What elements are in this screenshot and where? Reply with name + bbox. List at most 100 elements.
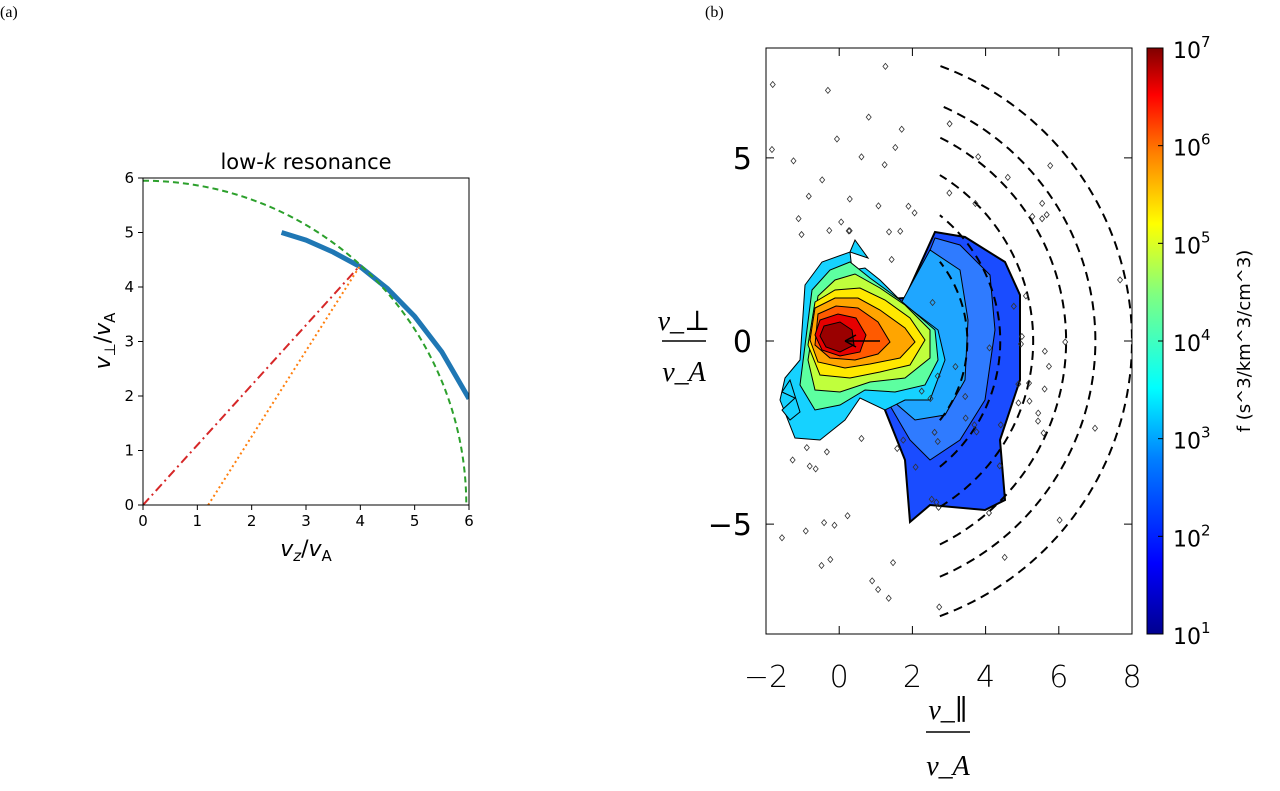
sample-marker xyxy=(812,465,819,473)
svg-text:f (s^3/km^3/cm^3): f (s^3/km^3/cm^3) xyxy=(1234,250,1255,433)
sample-marker xyxy=(931,428,938,436)
dashed-arc xyxy=(939,136,1068,546)
y-tick-label: 2 xyxy=(124,387,134,405)
sample-marker xyxy=(1018,332,1025,341)
colorbar-tick-label: 104 xyxy=(1173,326,1211,357)
sample-marker xyxy=(824,86,831,94)
sample-marker xyxy=(805,192,812,200)
sample-marker xyxy=(1026,397,1033,405)
sample-marker xyxy=(1045,362,1052,371)
sample-marker xyxy=(858,153,865,161)
sample-marker xyxy=(831,521,838,529)
sample-marker xyxy=(1040,429,1047,437)
contour-level-7 xyxy=(819,321,855,353)
sample-marker xyxy=(911,209,918,217)
sample-marker xyxy=(934,372,941,380)
y-tick-label: 5 xyxy=(733,142,752,177)
sample-marker xyxy=(823,448,830,456)
x-tick-label: 4 xyxy=(976,660,995,695)
sample-marker xyxy=(789,456,796,464)
sample-marker xyxy=(973,428,980,436)
sample-marker xyxy=(1062,338,1069,346)
sample-marker xyxy=(778,534,786,542)
sample-marker xyxy=(818,561,825,570)
x-tick-label: 4 xyxy=(356,512,366,530)
sample-marker xyxy=(946,120,953,128)
sample-marker xyxy=(1039,199,1046,208)
sample-marker xyxy=(971,421,978,429)
sample-marker xyxy=(798,230,805,239)
sample-marker xyxy=(962,414,969,422)
x-tick-label: 5 xyxy=(410,512,420,530)
drift-arrow xyxy=(844,334,880,348)
resonance-arcs xyxy=(939,64,1132,618)
x-tick-label: 1 xyxy=(193,512,203,530)
x-tick-label: 6 xyxy=(464,512,474,530)
sample-marker xyxy=(986,344,993,352)
sample-marker xyxy=(1034,417,1042,425)
chart-b-ylabel: v_⊥ v_A xyxy=(658,306,711,388)
colorbar-tick-label: 101 xyxy=(1173,619,1211,650)
sample-marker xyxy=(1022,292,1029,300)
y-tick-label: 0 xyxy=(124,496,134,514)
sample-marker xyxy=(1029,212,1036,221)
sample-marker xyxy=(962,392,969,401)
sample-marker xyxy=(996,462,1003,470)
sample-marker xyxy=(882,62,889,70)
sample-marker xyxy=(875,202,882,210)
svg-text:v_A: v_A xyxy=(662,357,706,388)
sample-marker xyxy=(1004,173,1011,181)
x-tick-label: 8 xyxy=(1122,660,1141,695)
x-tick-label: 2 xyxy=(247,512,257,530)
sample-marker xyxy=(952,363,959,371)
red-dashdot-line xyxy=(143,264,362,505)
contour-fringe xyxy=(849,238,870,259)
sample-marker xyxy=(846,195,853,203)
chart-a-xlabel: vz/vA xyxy=(280,537,332,565)
sample-marker xyxy=(803,443,810,452)
sample-marker xyxy=(827,555,834,564)
sample-marker xyxy=(1017,340,1024,348)
sample-marker xyxy=(875,585,882,594)
x-tick-label: 0 xyxy=(138,512,148,530)
sample-marker xyxy=(821,519,828,527)
panel-b-label: (b) xyxy=(705,4,724,21)
sample-marker xyxy=(927,394,934,403)
sample-marker xyxy=(890,559,897,567)
sample-marker xyxy=(769,80,776,89)
y-tick-label: 1 xyxy=(124,442,134,460)
sample-marker xyxy=(1001,553,1008,562)
chart-b-xlabel: v_∥ v_A xyxy=(926,695,971,782)
sample-marker xyxy=(846,227,853,235)
sample-marker xyxy=(888,255,895,264)
green-dashed-circle xyxy=(143,179,468,505)
sample-marker xyxy=(1010,302,1017,310)
sample-marker xyxy=(900,436,907,444)
sample-marker xyxy=(1041,385,1048,393)
sample-marker xyxy=(1015,399,1022,407)
svg-text:v_A: v_A xyxy=(926,751,970,782)
sample-marker xyxy=(1047,162,1054,170)
sample-marker xyxy=(795,215,802,223)
sample-marker xyxy=(912,463,919,471)
sample-marker xyxy=(933,498,940,506)
colorbar-tick-label: 107 xyxy=(1173,33,1211,64)
sample-marker xyxy=(885,594,892,602)
sample-marker xyxy=(885,228,893,236)
chart-a-ylabel: v⊥/vA xyxy=(91,312,119,370)
resonance-curve xyxy=(280,230,469,400)
colorbar-tick-label: 105 xyxy=(1173,228,1211,259)
panel-a-label: (a) xyxy=(0,4,18,21)
y-tick-label: 6 xyxy=(124,169,134,187)
dashed-arc xyxy=(939,214,1002,468)
x-tick-label: −2 xyxy=(744,660,788,695)
sample-marker xyxy=(865,113,872,121)
y-tick-label: 3 xyxy=(124,333,134,351)
orange-dotted-line xyxy=(207,264,362,505)
sample-marker xyxy=(819,176,826,184)
sample-marker xyxy=(790,157,797,165)
sample-marker xyxy=(845,227,852,235)
sample-marker xyxy=(972,199,979,208)
sample-marker xyxy=(768,145,775,154)
